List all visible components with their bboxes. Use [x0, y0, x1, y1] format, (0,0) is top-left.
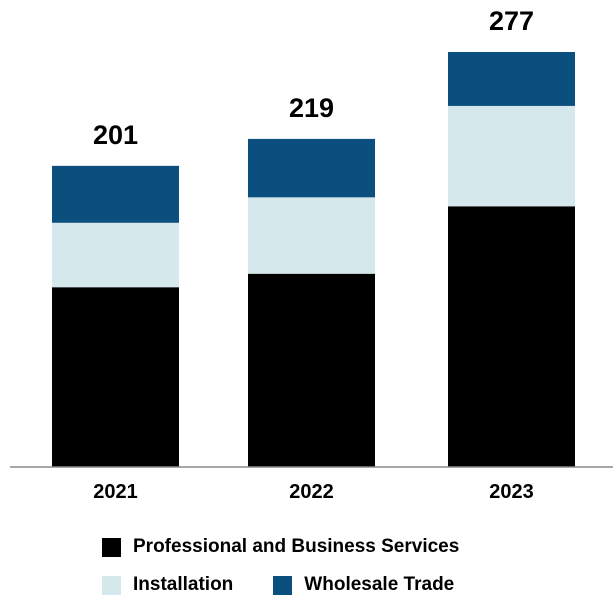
total-label-2023: 277 [489, 6, 534, 36]
legend-label-professional: Professional and Business Services [133, 536, 460, 557]
legend-label-wholesale: Wholesale Trade [304, 574, 455, 595]
legend-swatch-installation [102, 575, 121, 595]
x-tick-label-2023: 2023 [489, 481, 534, 503]
legend-item-installation: Installation [102, 574, 233, 596]
legend-row-2: Installation Wholesale Trade [102, 574, 454, 596]
legend-item-professional: Professional and Business Services [102, 536, 459, 558]
bar-2022-wholesale-trade [248, 138, 375, 198]
x-tick-label-2022: 2022 [289, 481, 334, 503]
x-tick-label-2021: 2021 [93, 481, 138, 503]
bar-2021-installation [52, 222, 179, 288]
stacked-bar-chart: 201 219 277 2021 2022 2023 [10, 6, 613, 503]
legend-label-installation: Installation [133, 574, 234, 595]
legend-row-1: Professional and Business Services [102, 536, 459, 558]
bar-group [52, 52, 575, 467]
x-tick-labels: 2021 2022 2023 [93, 481, 534, 503]
legend-item-wholesale: Wholesale Trade [273, 574, 454, 596]
bar-2023-professional-and-business-services [448, 206, 575, 467]
bar-2023-wholesale-trade [448, 52, 575, 106]
bar-2021-wholesale-trade [52, 165, 179, 223]
total-label-2022: 219 [289, 93, 334, 123]
total-label-2021: 201 [93, 120, 138, 150]
legend-swatch-wholesale [273, 575, 293, 595]
bar-2021-professional-and-business-services [52, 287, 179, 467]
bar-2022-installation [248, 197, 375, 274]
total-labels: 201 219 277 [93, 6, 534, 150]
bar-2022-professional-and-business-services [248, 273, 375, 467]
bar-2023-installation [448, 105, 575, 207]
legend-swatch-professional [102, 537, 121, 557]
